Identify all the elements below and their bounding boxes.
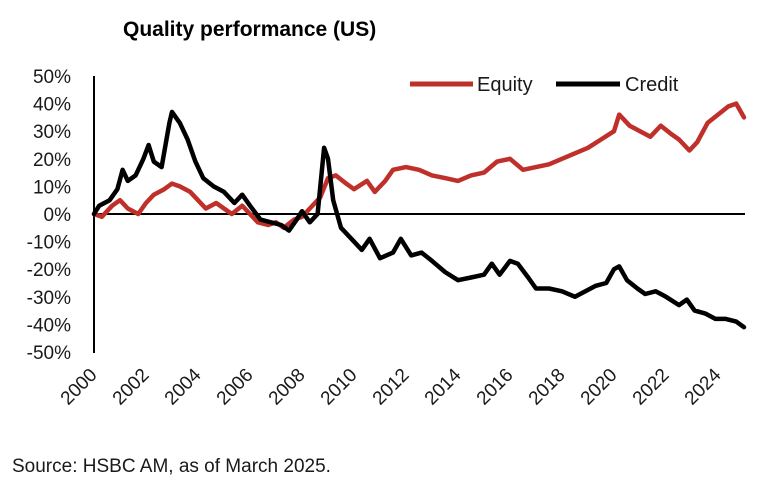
series-line-credit [91,109,747,330]
y-axis-tick-labels: 50% 40% 30% 20% 10% 0% -10% -20% -30% -40% -50% [27,67,71,364]
legend-label-equity: Equity [477,74,533,96]
source-note: Source: HSBC AM, as of March 2025. [12,456,331,477]
x-tick-label: 2016 [473,365,518,410]
x-tick-label: 2014 [421,364,466,409]
y-tick-label: -10% [27,233,71,254]
y-tick-label: 10% [33,177,71,198]
x-tick-label: 2022 [629,365,674,410]
y-tick-label: -30% [27,288,71,309]
x-tick-label: 2002 [109,365,154,410]
y-tick-label: -40% [27,315,71,336]
x-tick-label: 2012 [369,365,414,410]
y-tick-label: 30% [33,122,71,143]
chart-title: Quality performance (US) [123,18,376,41]
y-tick-label: 20% [33,150,71,171]
legend: Equity Credit [410,74,679,96]
series-line-equity [91,101,747,231]
x-tick-label: 2020 [577,365,622,410]
series-lines [91,101,747,330]
x-tick-label: 2000 [57,365,102,410]
x-tick-label: 2018 [525,365,570,410]
y-tick-label: 40% [33,95,71,116]
x-tick-label: 2024 [681,364,726,409]
y-tick-label: -20% [27,260,71,281]
x-axis-tick-labels: 2000 2002 2004 2006 2008 2010 2012 2014 2016 2018… [57,364,726,409]
x-tick-label: 2004 [161,364,206,409]
legend-label-credit: Credit [625,74,679,96]
x-tick-label: 2006 [213,365,258,410]
x-tick-label: 2010 [317,365,362,410]
y-tick-label: 50% [33,67,71,88]
x-tick-label: 2008 [265,365,310,410]
y-tick-label: 0% [44,205,72,226]
y-tick-label: -50% [27,343,71,364]
